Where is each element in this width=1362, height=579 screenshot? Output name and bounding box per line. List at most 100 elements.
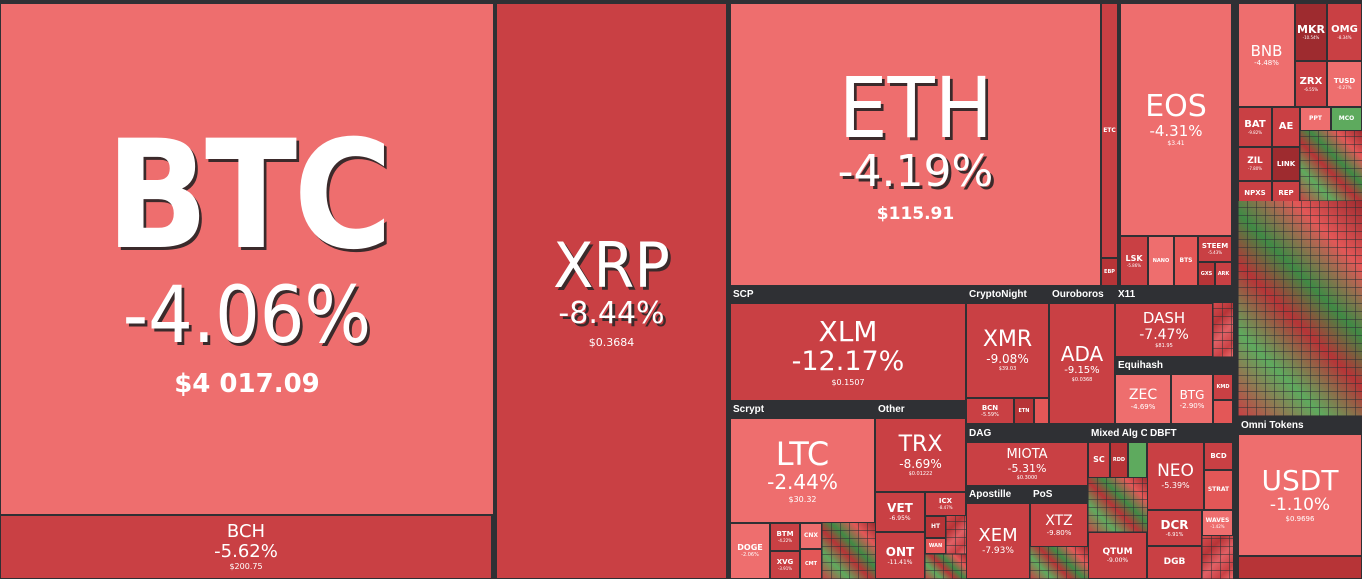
coin-tile-kmd[interactable]: KMD <box>1213 374 1233 400</box>
coin-tile-dcr[interactable]: DCR -6.91% <box>1147 510 1202 546</box>
coin-tile-ada[interactable]: ADA -9.15% $0.0368 <box>1049 303 1115 424</box>
coin-symbol: BTM <box>776 530 794 538</box>
coin-tile-ltc[interactable]: LTC -2.44% $30.32 <box>730 418 875 523</box>
coin-tile-dash[interactable]: DASH -7.47% $81.95 <box>1115 303 1213 357</box>
coin-symbol: BTC <box>105 109 392 283</box>
coin-change: -9.00% <box>1106 556 1129 564</box>
coin-tile-eos[interactable]: EOS -4.31% $3.41 <box>1120 3 1232 236</box>
coin-change: -7.47% <box>1139 327 1189 343</box>
coin-tile-miota[interactable]: MIOTA -5.31% $0.3000 <box>966 442 1088 486</box>
coin-symbol: NPXS <box>1244 188 1266 197</box>
coin-tile-waves[interactable]: WAVES -1.42% <box>1202 510 1233 536</box>
small-coins-other-2[interactable] <box>925 554 966 579</box>
coin-symbol: HT <box>930 523 941 530</box>
coin-tile-tusd[interactable]: TUSD -0.27% <box>1327 61 1362 107</box>
coin-symbol: ETN <box>1018 407 1030 414</box>
coin-tile-mco[interactable]: MCO <box>1331 107 1362 131</box>
coin-tile-xrp[interactable]: XRP -8.44% $0.3684 <box>496 3 727 579</box>
coin-tile-xem[interactable]: XEM -7.93% <box>966 503 1030 579</box>
coin-tile-lsk[interactable]: LSK -5.86% <box>1120 236 1148 286</box>
coin-symbol: AE <box>1278 121 1294 132</box>
coin-tile-bcn[interactable]: BCN -5.59% <box>966 398 1014 424</box>
coin-symbol: MKR <box>1297 23 1325 36</box>
coin-change: -7.93% <box>982 545 1014 556</box>
coin-tile-neo[interactable]: NEO -5.39% <box>1147 442 1204 510</box>
coin-tile-sc[interactable]: SC <box>1088 442 1110 478</box>
coin-tile-xmr-small[interactable] <box>1034 398 1049 424</box>
coin-tile-usdt[interactable]: USDT -1.10% $0.9696 <box>1238 434 1362 556</box>
coin-tile-btc[interactable]: BTC -4.06% $4 017.09 <box>0 3 494 515</box>
small-coins-mixed[interactable] <box>1088 478 1147 532</box>
coin-tile-cmt[interactable]: CMT <box>800 549 822 579</box>
coin-tile-omni-small[interactable] <box>1238 556 1362 579</box>
coin-price: $0.3000 <box>1016 474 1038 481</box>
coin-tile-wan[interactable]: WAN <box>925 538 946 554</box>
coin-tile-dgb[interactable]: DGB <box>1147 546 1202 579</box>
coin-tile-ark[interactable]: ARK <box>1215 262 1232 286</box>
coin-tile-green-mixed[interactable] <box>1128 442 1147 478</box>
coin-change: -6.95% <box>889 515 911 522</box>
coin-tile-trx[interactable]: TRX -8.69% $0.01222 <box>875 418 966 492</box>
coin-change: -8.44% <box>558 295 665 331</box>
coin-tile-x11-small[interactable] <box>1213 400 1233 424</box>
coin-tile-ebp[interactable]: EBP <box>1101 258 1118 286</box>
small-coins-pos[interactable] <box>1030 547 1088 579</box>
coin-tile-bts[interactable]: BTS <box>1174 236 1198 286</box>
coin-change: -2.06% <box>741 552 759 558</box>
small-coins-scrypt[interactable] <box>822 523 875 579</box>
coin-tile-xtz[interactable]: XTZ -9.80% <box>1030 503 1088 547</box>
coin-symbol: CNX <box>803 532 819 539</box>
small-coins-tokens-b[interactable] <box>1238 201 1362 416</box>
coin-price: $0.1507 <box>831 377 865 387</box>
coin-tile-strat[interactable]: STRAT <box>1204 470 1233 510</box>
coin-tile-ae[interactable]: AE <box>1272 107 1300 147</box>
sector-label-equihash: Equihash <box>1115 358 1233 374</box>
sector-label-dbft: DBFT <box>1147 426 1233 442</box>
small-coins-dbft[interactable] <box>1202 536 1233 579</box>
coin-tile-steem[interactable]: STEEM -5.43% <box>1198 236 1232 262</box>
coin-change: -5.39% <box>1161 480 1190 490</box>
coin-tile-bcd[interactable]: BCD <box>1204 442 1233 470</box>
coin-tile-etn[interactable]: ETN <box>1014 398 1034 424</box>
coin-tile-bnb[interactable]: BNB -4.48% <box>1238 3 1295 107</box>
coin-tile-ht[interactable]: HT <box>925 516 946 538</box>
coin-tile-xmr[interactable]: XMR -9.08% $39.03 <box>966 303 1049 398</box>
coin-symbol: RDD <box>1112 456 1126 463</box>
coin-symbol: GXS <box>1200 270 1213 277</box>
coin-tile-omg[interactable]: OMG -8.34% <box>1327 3 1362 61</box>
coin-tile-bch[interactable]: BCH -5.62% $200.75 <box>0 515 492 579</box>
coin-tile-ont[interactable]: ONT -11.41% <box>875 532 925 579</box>
small-coins-other[interactable] <box>946 516 966 554</box>
coin-tile-nano[interactable]: NANO <box>1148 236 1174 286</box>
coin-tile-eth[interactable]: ETH -4.19% $115.91 <box>730 3 1101 286</box>
coin-price: $39.03 <box>998 366 1017 372</box>
coin-symbol: DASH <box>1142 309 1186 327</box>
coin-tile-cnx[interactable]: CNX <box>800 523 822 549</box>
coin-change: -7.80% <box>1247 166 1263 171</box>
coin-tile-mkr[interactable]: MKR -10.54% <box>1295 3 1327 61</box>
coin-tile-rdd[interactable]: RDD <box>1110 442 1128 478</box>
coin-tile-btg[interactable]: BTG -2.90% <box>1171 374 1213 424</box>
coin-symbol: BNB <box>1250 41 1283 60</box>
small-coins-tokens-a[interactable] <box>1300 131 1362 201</box>
small-coins-x11[interactable] <box>1213 303 1233 357</box>
coin-tile-xvg[interactable]: XVG -3.91% <box>770 551 800 579</box>
coin-tile-vet[interactable]: VET -6.95% <box>875 492 925 532</box>
coin-change: -1.10% <box>1269 495 1331 515</box>
coin-tile-link[interactable]: LINK <box>1272 147 1300 181</box>
coin-tile-doge[interactable]: DOGE -2.06% <box>730 523 770 579</box>
coin-tile-zrx[interactable]: ZRX -6.55% <box>1295 61 1327 107</box>
coin-change: -6.55% <box>1303 86 1319 92</box>
coin-tile-ppt[interactable]: PPT <box>1300 107 1331 131</box>
coin-tile-etc[interactable]: ETC <box>1101 3 1118 258</box>
coin-change: -5.59% <box>981 411 999 418</box>
coin-tile-zec[interactable]: ZEC -4.69% <box>1115 374 1171 424</box>
coin-symbol: EBP <box>1104 268 1115 275</box>
coin-tile-icx[interactable]: ICX -8.47% <box>925 492 966 516</box>
coin-tile-gxs[interactable]: GXS <box>1198 262 1215 286</box>
coin-tile-qtum[interactable]: QTUM -9.00% <box>1088 532 1147 579</box>
coin-tile-xlm[interactable]: XLM -12.17% $0.1507 <box>730 303 966 401</box>
coin-tile-zil[interactable]: ZIL -7.80% <box>1238 147 1272 181</box>
coin-tile-btm[interactable]: BTM -4.22% <box>770 523 800 551</box>
coin-tile-bat[interactable]: BAT -9.82% <box>1238 107 1272 147</box>
